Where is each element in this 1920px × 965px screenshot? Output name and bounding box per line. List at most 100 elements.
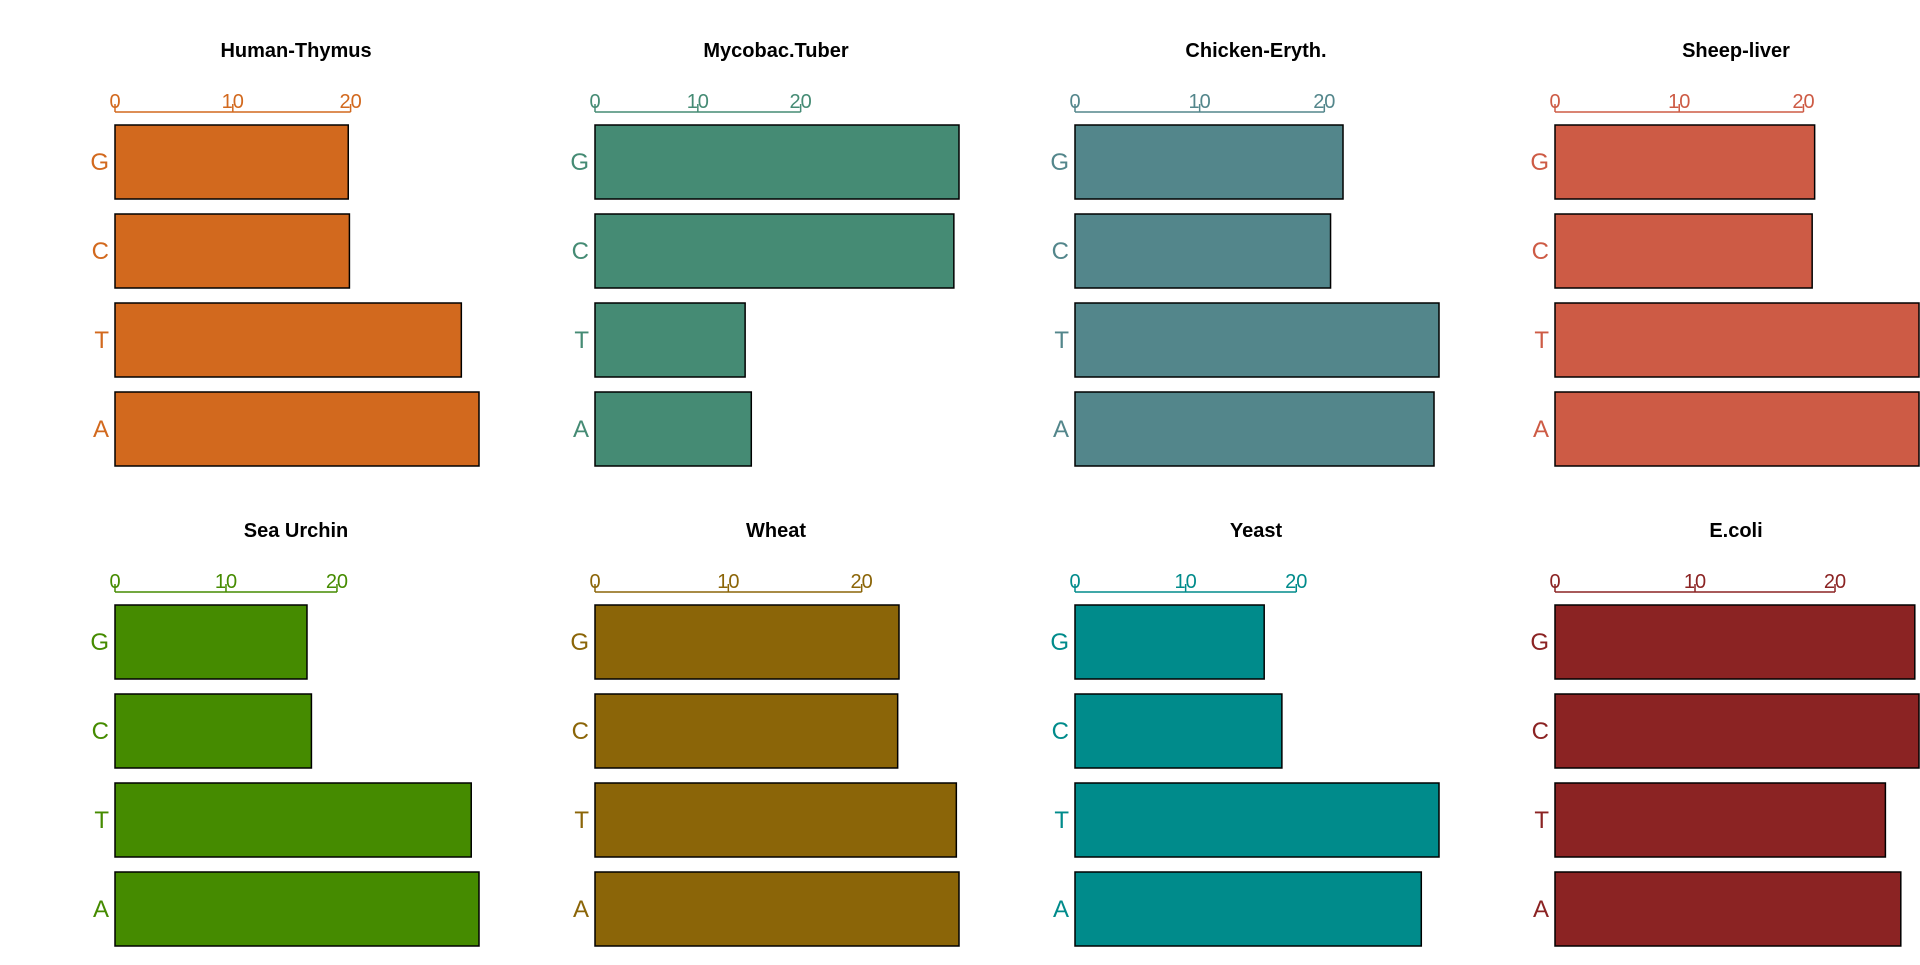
- bar-T: [1554, 782, 1887, 858]
- bar-T: [594, 302, 746, 378]
- bar-G: [114, 604, 308, 680]
- x-tick-label: 10: [215, 571, 237, 593]
- bar-A: [1074, 391, 1435, 467]
- bar-C: [594, 693, 899, 769]
- category-label: A: [573, 416, 589, 443]
- bar-T: [1554, 302, 1920, 378]
- category-label: C: [572, 238, 589, 265]
- x-tick-label: 10: [1668, 91, 1690, 113]
- x-tick-label: 0: [1549, 91, 1560, 113]
- category-label: C: [1052, 238, 1069, 265]
- bar-A: [594, 871, 960, 947]
- bar-T: [114, 782, 472, 858]
- bar-C: [114, 213, 351, 289]
- chart-panel-1: Human-Thymus 0 10 20 A T C G: [90, 40, 480, 467]
- bar-C: [1074, 213, 1332, 289]
- panel-title: Sea Urchin: [244, 520, 348, 542]
- panel-title: Sheep-liver: [1682, 40, 1790, 62]
- category-label: A: [1533, 416, 1549, 443]
- bar-G: [1554, 124, 1816, 200]
- chart-panel-3: Chicken-Eryth. 0 10 20 A T C G: [1050, 40, 1440, 467]
- bar-C: [1554, 693, 1920, 769]
- category-label: T: [574, 807, 589, 834]
- x-tick-label: 10: [1189, 91, 1211, 113]
- x-tick-label: 10: [222, 91, 244, 113]
- category-label: C: [1532, 238, 1549, 265]
- category-label: A: [93, 416, 109, 443]
- bar-A: [114, 391, 480, 467]
- x-tick-label: 0: [1549, 571, 1560, 593]
- chart-panel-4: Sheep-liver 0 10 20 A T C G: [1530, 40, 1920, 467]
- bar-T: [1074, 302, 1440, 378]
- x-tick-label: 0: [589, 91, 600, 113]
- chart-panel-2: Mycobac.Tuber 0 10 20 A T C G: [570, 40, 960, 467]
- category-label: A: [573, 896, 589, 923]
- category-label: C: [92, 238, 109, 265]
- chart-panel-7: Yeast 0 10 20 A T C G: [1050, 520, 1440, 947]
- bar-C: [1074, 693, 1283, 769]
- bar-A: [1554, 871, 1902, 947]
- x-tick-label: 20: [326, 571, 348, 593]
- category-label: A: [93, 896, 109, 923]
- bar-A: [114, 871, 480, 947]
- bar-C: [1554, 213, 1813, 289]
- category-label: C: [1052, 718, 1069, 745]
- category-label: T: [1534, 327, 1549, 354]
- panel-title: Mycobac.Tuber: [703, 40, 848, 62]
- bar-A: [1554, 391, 1920, 467]
- x-tick-label: 20: [1824, 571, 1846, 593]
- category-label: G: [570, 149, 589, 176]
- bar-G: [594, 604, 900, 680]
- x-tick-label: 0: [109, 571, 120, 593]
- x-tick-label: 20: [1285, 571, 1307, 593]
- x-tick-label: 20: [1792, 91, 1814, 113]
- bar-A: [594, 391, 753, 467]
- chart-panel-8: E.coli 0 10 20 A T C G: [1530, 520, 1920, 947]
- category-label: A: [1533, 896, 1549, 923]
- category-label: A: [1053, 896, 1069, 923]
- x-tick-label: 10: [1684, 571, 1706, 593]
- category-label: G: [1050, 149, 1069, 176]
- category-label: T: [574, 327, 589, 354]
- panel-title: E.coli: [1709, 520, 1762, 542]
- bar-G: [594, 124, 960, 200]
- x-tick-label: 10: [1175, 571, 1197, 593]
- category-label: T: [94, 327, 109, 354]
- x-tick-label: 10: [717, 571, 739, 593]
- category-label: T: [1534, 807, 1549, 834]
- bar-G: [1554, 604, 1916, 680]
- bar-T: [594, 782, 958, 858]
- x-tick-label: 10: [687, 91, 709, 113]
- x-tick-label: 20: [339, 91, 361, 113]
- panel-title: Yeast: [1230, 520, 1283, 542]
- bar-C: [594, 213, 955, 289]
- category-label: C: [1532, 718, 1549, 745]
- chart-panel-5: Sea Urchin 0 10 20 A T C G: [90, 520, 480, 947]
- category-label: G: [90, 629, 109, 656]
- bar-G: [1074, 124, 1344, 200]
- x-tick-label: 0: [589, 571, 600, 593]
- category-label: C: [572, 718, 589, 745]
- bar-G: [114, 124, 349, 200]
- bar-C: [114, 693, 313, 769]
- bar-T: [1074, 782, 1440, 858]
- category-label: A: [1053, 416, 1069, 443]
- category-label: G: [1530, 149, 1549, 176]
- category-label: T: [1054, 327, 1069, 354]
- x-tick-label: 0: [1069, 91, 1080, 113]
- x-tick-label: 20: [851, 571, 873, 593]
- panel-title: Human-Thymus: [220, 40, 371, 62]
- x-tick-label: 0: [109, 91, 120, 113]
- panel-title: Wheat: [746, 520, 806, 542]
- category-label: G: [570, 629, 589, 656]
- bar-T: [114, 302, 463, 378]
- x-tick-label: 20: [790, 91, 812, 113]
- chart-panel-6: Wheat 0 10 20 A T C G: [570, 520, 960, 947]
- category-label: T: [1054, 807, 1069, 834]
- x-tick-label: 0: [1069, 571, 1080, 593]
- bar-G: [1074, 604, 1265, 680]
- x-tick-label: 20: [1313, 91, 1335, 113]
- category-label: T: [94, 807, 109, 834]
